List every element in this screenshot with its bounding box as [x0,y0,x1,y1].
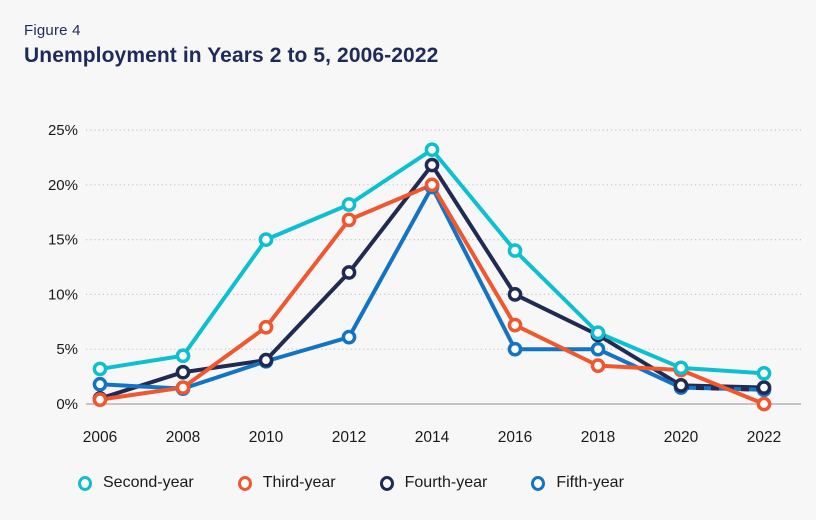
data-point-second-year [175,348,191,364]
data-point-fourth-year [258,352,274,368]
y-tick-label: 15% [48,232,78,249]
data-point-fourth-year [424,157,440,173]
x-tick-label: 2010 [249,429,284,446]
legend-label: Second-year [103,474,194,491]
data-point-third-year [341,212,357,228]
data-point-fourth-year [756,380,772,395]
data-point-second-year [673,360,689,376]
legend-ring-icon [78,475,92,491]
data-point-fifth-year [507,341,523,357]
line-chart: 0% 5% 10% 15% 20% 25% 2006 2008 2010 2012 2014 2016… [48,122,801,446]
data-point-third-year [507,317,523,333]
x-tick-label: 2008 [166,429,200,446]
data-point-third-year [258,319,274,335]
legend-item-second-year: Second-year [78,474,194,492]
y-tick-label: 0% [56,396,78,413]
y-tick-label: 10% [48,286,78,303]
legend-item-fourth-year: Fourth-year [379,474,488,492]
data-point-second-year [590,325,606,341]
data-point-fourth-year [507,287,523,302]
data-point-third-year [590,358,606,373]
data-point-fifth-year [92,376,108,392]
legend-label: Fourth-year [404,474,488,491]
x-tick-label: 2016 [498,429,532,446]
x-tick-label: 2020 [664,429,699,446]
data-point-fourth-year [341,265,357,280]
y-tick-label: 20% [48,177,78,194]
data-point-second-year [507,243,523,258]
legend-label: Third-year [262,474,336,491]
chart-legend: Second-year Third-year Fourth-year Fifth-ye… [78,474,624,492]
legend-ring-icon [531,475,546,491]
data-point-second-year [341,197,357,212]
data-point-second-year [756,365,772,381]
data-point-third-year [175,380,191,395]
data-point-third-year [92,392,108,407]
data-point-second-year [258,232,274,247]
x-tick-label: 2012 [332,429,366,446]
x-tick-label: 2022 [747,429,781,446]
legend-item-fifth-year: Fifth-year [531,474,624,492]
data-point-third-year [756,396,772,412]
legend-item-third-year: Third-year [237,474,336,492]
data-point-fifth-year [341,329,357,345]
data-point-third-year [424,177,440,193]
legend-ring-icon [379,475,394,491]
x-tick-label: 2006 [83,429,117,446]
chart-title: Unemployment in Years 2 to 5, 2006-2022 [24,44,439,67]
x-tick-label: 2014 [415,429,450,446]
data-point-fourth-year [175,364,191,380]
series-line-fourth-year [98,163,766,401]
data-point-second-year [92,361,108,377]
data-point-fourth-year [673,378,689,393]
data-point-second-year [424,142,440,158]
data-point-fifth-year [590,341,606,357]
legend-ring-icon [237,475,252,491]
y-tick-label: 25% [48,122,78,139]
x-tick-label: 2018 [581,429,615,446]
legend-label: Fifth-year [556,474,624,491]
figure-label: Figure 4 [24,22,81,39]
y-tick-label: 5% [56,341,78,358]
